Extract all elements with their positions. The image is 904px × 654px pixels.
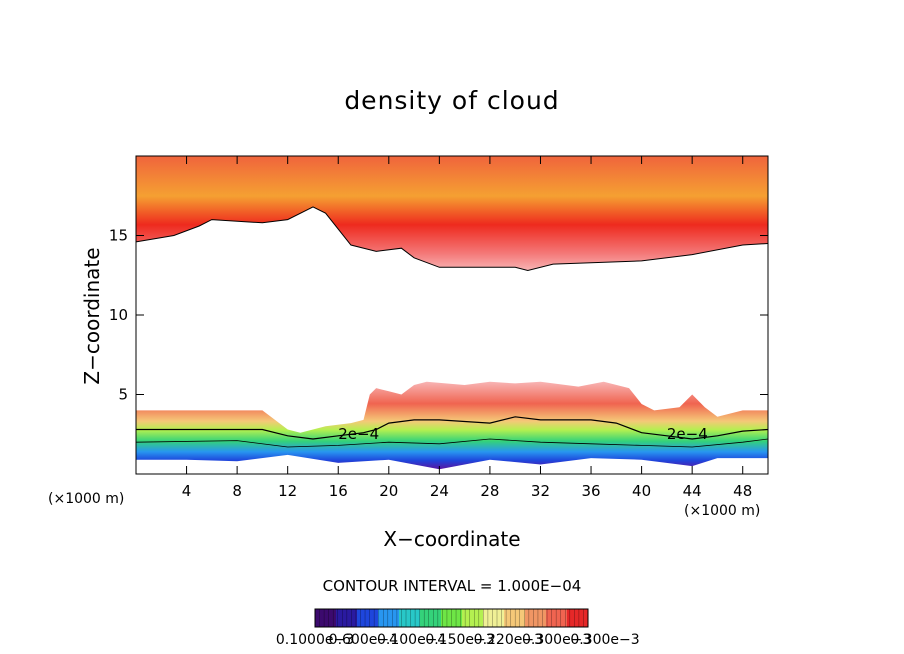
x-tick-label-48: 48 xyxy=(733,482,752,500)
upper-cloud-band xyxy=(136,156,768,271)
x-tick-label-24: 24 xyxy=(430,482,449,500)
x-tick-label-20: 20 xyxy=(379,482,398,500)
colorbar-swatch-8 xyxy=(483,609,505,627)
x-unit-label: (×1000 m) xyxy=(684,503,761,519)
y-tick-label-10: 10 xyxy=(109,306,128,324)
colorbar-label-2: 0.100e−4 xyxy=(376,632,447,648)
x-tick-label-44: 44 xyxy=(683,482,702,500)
colorbar xyxy=(314,608,589,628)
x-tick-label-12: 12 xyxy=(278,482,297,500)
y-tick-label-5: 5 xyxy=(118,386,128,404)
colorbar-swatch-9 xyxy=(504,609,526,627)
colorbar-swatch-2 xyxy=(357,609,379,627)
colorbar-labels: 0.1000e−3 0.600e−4 0.100e−4 0.150e−3 0.220e−… xyxy=(260,632,650,650)
x-tick-label-28: 28 xyxy=(480,482,499,500)
y-tick-label-15: 15 xyxy=(109,227,128,245)
x-tick-label-4: 4 xyxy=(182,482,192,500)
x-tick-label-40: 40 xyxy=(632,482,651,500)
contour-label-1: 2e−4 xyxy=(667,425,708,443)
lower-cloud-band xyxy=(136,381,768,470)
colorbar-swatch-4 xyxy=(399,609,421,627)
colorbar-label-4: 0.220e−3 xyxy=(473,632,543,648)
x-tick-label-16: 16 xyxy=(329,482,348,500)
colorbar-label-5: 0.300e−3 xyxy=(521,632,592,648)
colorbar-frame xyxy=(314,608,589,628)
contour-line-2e-4 xyxy=(136,416,769,440)
colorbar-swatch-10 xyxy=(525,609,547,627)
contour-line-1e-4 xyxy=(135,438,769,448)
x-tick-label-36: 36 xyxy=(581,482,600,500)
colorbar-label-3: 0.150e−3 xyxy=(425,632,495,648)
colorbar-label-0: 0.1000e−3 xyxy=(275,632,355,648)
x-axis-label: X−coordinate xyxy=(383,527,521,551)
x-tick-label-32: 32 xyxy=(531,482,550,500)
upper-cloud-contour xyxy=(135,206,769,272)
contour-interval-text: CONTOUR INTERVAL = 1.000E−04 xyxy=(322,577,582,595)
colorbar-swatch-5 xyxy=(420,609,442,627)
chart-title: density of cloud xyxy=(344,86,560,115)
y-unit-label: (×1000 m) xyxy=(48,491,125,507)
colorbar-label-1: 0.600e−4 xyxy=(328,632,398,648)
colorbar-swatch-0 xyxy=(315,609,337,627)
colorbar-label-6: 0.300e−3 xyxy=(570,632,640,648)
colorbar-swatch-7 xyxy=(462,609,484,627)
x-tick-label-8: 8 xyxy=(232,482,242,500)
colorbar-swatch-3 xyxy=(378,609,400,627)
colorbar-swatch-11 xyxy=(546,609,568,627)
contour-label-0: 2e−4 xyxy=(338,425,379,443)
colorbar-swatch-12 xyxy=(567,609,589,627)
